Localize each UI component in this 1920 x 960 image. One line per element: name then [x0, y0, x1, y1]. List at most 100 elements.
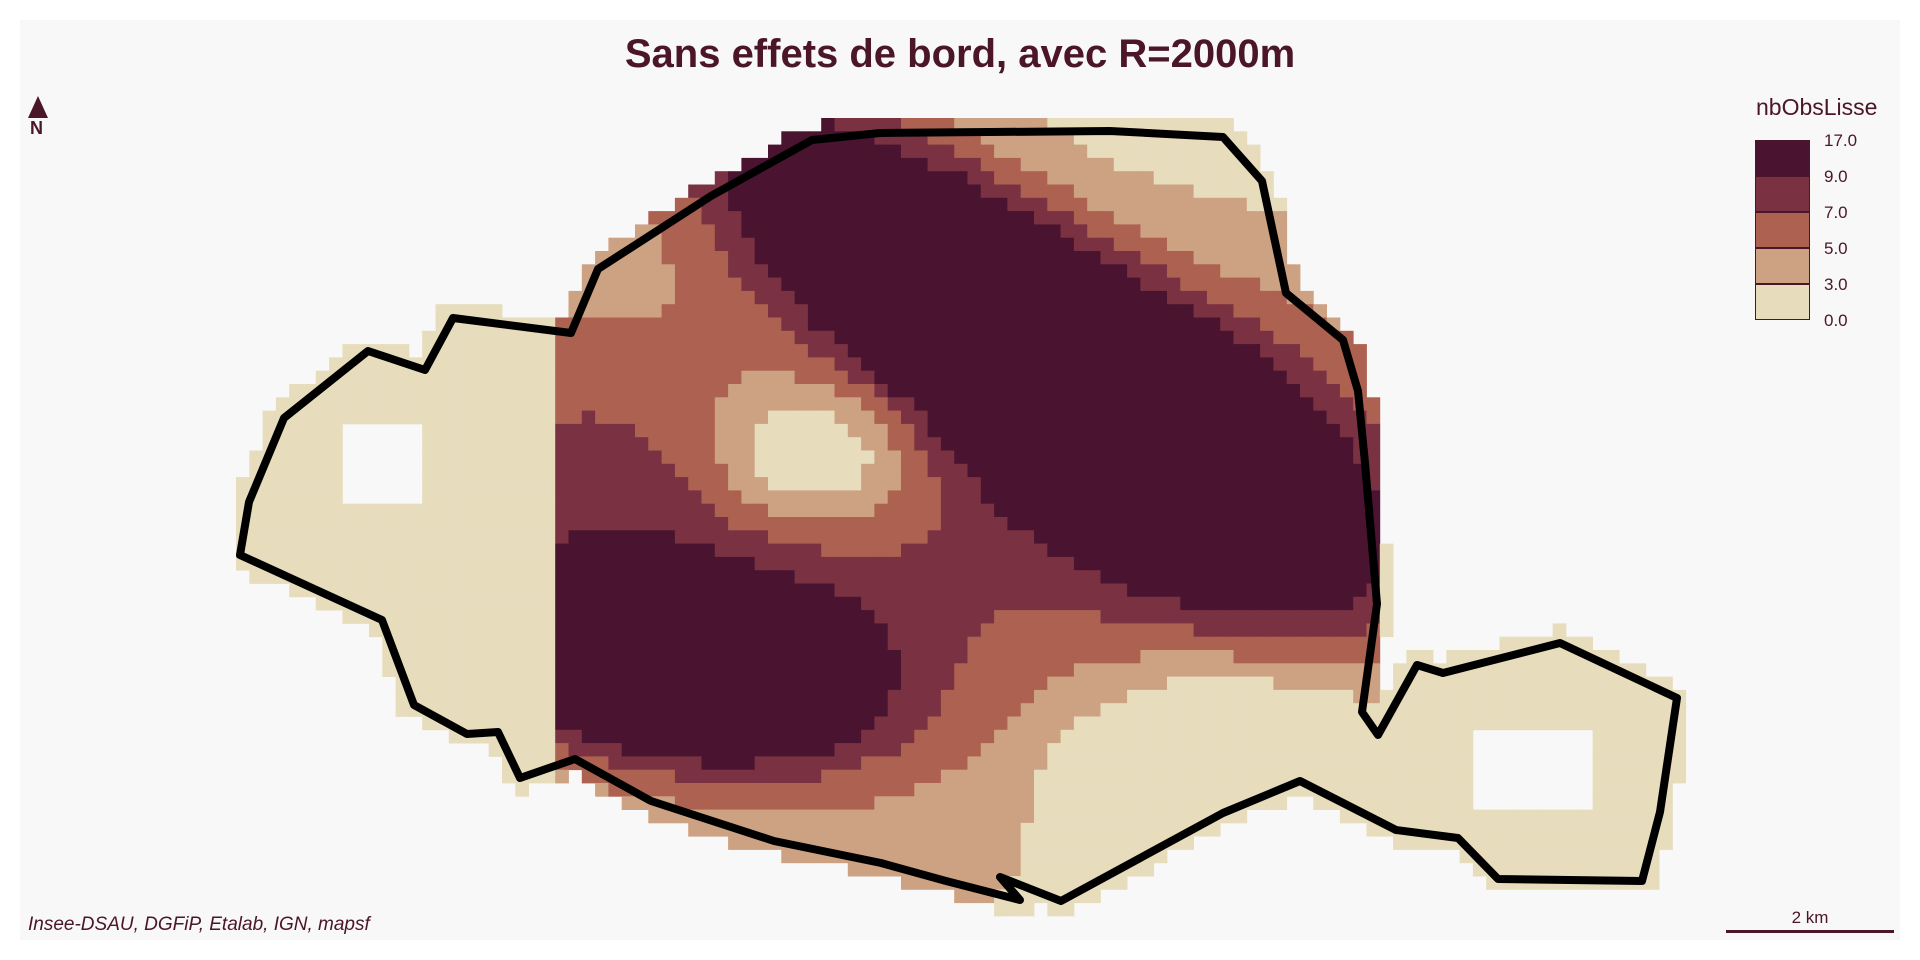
density-cell: [914, 756, 928, 771]
density-cell: [674, 716, 689, 731]
density-cell: [1326, 344, 1341, 358]
density-cell: [940, 330, 955, 345]
density-cell: [435, 370, 450, 385]
density-cell: [834, 716, 849, 731]
density-cell: [395, 703, 410, 717]
density-cell: [1047, 237, 1061, 252]
density-cell: [901, 304, 915, 318]
density-cell: [462, 676, 476, 691]
density-cell: [874, 756, 889, 771]
density-cell: [1113, 716, 1128, 731]
density-cell: [1060, 902, 1075, 917]
density-cell: [674, 610, 689, 624]
density-cell: [528, 729, 543, 744]
density-cell: [834, 144, 849, 159]
density-cell: [1060, 716, 1075, 731]
density-cell: [861, 796, 875, 810]
density-cell: [861, 490, 875, 505]
density-cell: [1047, 769, 1061, 784]
density-cell: [502, 703, 516, 717]
density-cell: [940, 583, 955, 598]
density-cell: [435, 676, 450, 691]
density-cell: [568, 423, 583, 438]
density-cell: [714, 264, 729, 278]
density-cell: [1180, 118, 1194, 132]
density-cell: [794, 610, 809, 624]
density-cell: [1073, 703, 1088, 717]
density-cell: [528, 477, 543, 491]
density-cell: [555, 463, 569, 478]
density-cell: [861, 822, 875, 837]
density-cell: [315, 543, 330, 558]
density-cell: [1579, 716, 1593, 731]
density-cell: [1286, 676, 1301, 691]
density-cell: [1060, 703, 1075, 717]
density-cell: [661, 503, 676, 518]
density-cell: [1034, 809, 1048, 824]
density-cell: [1339, 410, 1354, 425]
density-cell: [954, 517, 968, 531]
density-cell: [754, 756, 769, 771]
density-cell: [608, 729, 623, 744]
density-cell: [940, 650, 955, 664]
density-cell: [1180, 357, 1194, 372]
density-cell: [927, 676, 942, 691]
density-cell: [661, 689, 676, 704]
density-cell: [714, 530, 729, 544]
density-cell: [1220, 370, 1234, 385]
density-cell: [1273, 769, 1288, 784]
density-cell: [980, 251, 995, 265]
density-cell: [621, 663, 636, 677]
density-cell: [1313, 556, 1327, 571]
density-cell: [1260, 397, 1274, 411]
density-cell: [1246, 344, 1261, 358]
density-cell: [1366, 822, 1381, 837]
density-cell: [315, 490, 330, 505]
density-cell: [861, 503, 875, 518]
density-cell: [1087, 663, 1101, 677]
density-cell: [608, 237, 623, 252]
density-cell: [781, 636, 795, 651]
density-cell: [422, 650, 436, 664]
density-cell: [1313, 437, 1327, 451]
density-cell: [648, 370, 662, 385]
density-cell: [275, 530, 290, 544]
density-cell: [1167, 783, 1181, 797]
density-cell: [1433, 769, 1447, 784]
density-cell: [1140, 224, 1155, 239]
density-cell: [1113, 556, 1128, 571]
density-cell: [1060, 171, 1075, 185]
density-cell: [1419, 756, 1434, 771]
density-cell: [714, 769, 729, 784]
density-cell: [1060, 423, 1075, 438]
density-cell: [940, 157, 955, 172]
density-cell: [1073, 623, 1088, 638]
density-cell: [954, 596, 968, 611]
density-cell: [741, 530, 756, 544]
density-cell: [1153, 224, 1168, 239]
density-cell: [275, 437, 290, 451]
density-cell: [475, 304, 490, 318]
density-cell: [1140, 184, 1155, 199]
density-cell: [994, 849, 1008, 864]
density-cell: [994, 344, 1008, 358]
density-cell: [1446, 796, 1460, 810]
density-cell: [1539, 822, 1554, 837]
density-cell: [927, 184, 942, 199]
density-cell: [462, 477, 476, 491]
density-cell: [475, 463, 490, 478]
density-cell: [1193, 596, 1208, 611]
density-cell: [1153, 503, 1168, 518]
density-cell: [448, 703, 463, 717]
density-cell: [688, 543, 702, 558]
density-cell: [1167, 623, 1181, 638]
density-cell: [741, 743, 756, 757]
density-cell: [1246, 543, 1261, 558]
density-cell: [847, 623, 862, 638]
density-cell: [475, 556, 490, 571]
density-cell: [1087, 277, 1101, 292]
density-cell: [488, 344, 503, 358]
density-cell: [1552, 663, 1567, 677]
density-cell: [1393, 743, 1407, 757]
density-cell: [1020, 423, 1035, 438]
